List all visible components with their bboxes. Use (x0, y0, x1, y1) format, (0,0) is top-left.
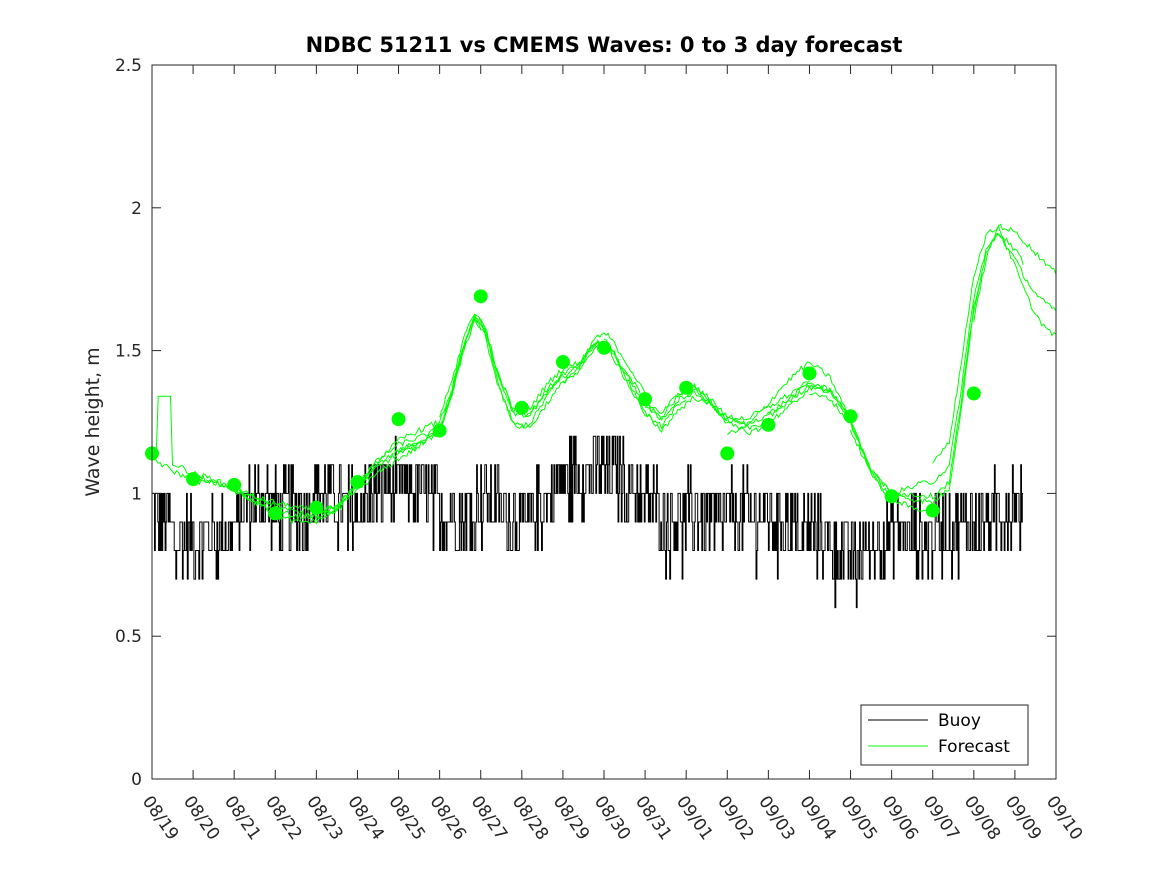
y-tick-label: 2.5 (115, 56, 142, 76)
legend-box (860, 704, 1029, 766)
forecast-marker (720, 446, 735, 461)
forecast-marker (514, 400, 529, 415)
forecast-markers (145, 289, 981, 521)
y-tick-label: 1 (131, 484, 142, 504)
forecast-run-line (973, 223, 1056, 323)
forecast-series (152, 223, 1056, 525)
y-tick-label: 0 (131, 770, 142, 790)
forecast-marker (638, 392, 653, 407)
forecast-marker (597, 340, 611, 355)
y-axis: 0 0.5 1 1.5 2 2.5 (115, 56, 1056, 790)
forecast-run-line (152, 395, 276, 512)
forecast-marker (843, 409, 858, 424)
forecast-run-line (316, 316, 523, 514)
forecast-marker (309, 500, 324, 515)
forecast-run-line (644, 382, 851, 431)
forecast-marker (802, 366, 817, 381)
legend-forecast-label: Forecast (938, 737, 1010, 757)
forecast-marker (227, 477, 242, 492)
forecast-marker (186, 472, 201, 487)
chart-title: NDBC 51211 vs CMEMS Waves: 0 to 3 day fo… (306, 33, 903, 57)
y-tick-label: 2 (131, 199, 142, 219)
forecast-marker (679, 380, 694, 395)
buoy-series (152, 435, 1024, 609)
forecast-run-line (686, 382, 892, 502)
forecast-marker (391, 412, 406, 427)
legend: Buoy Forecast (860, 704, 1029, 766)
forecast-marker (473, 289, 488, 304)
y-axis-label: Wave height, m (82, 347, 104, 496)
plot-area (152, 65, 1056, 779)
buoy-line (152, 435, 1024, 609)
forecast-run-line (521, 339, 728, 422)
forecast-run-line (932, 225, 1056, 464)
forecast-run-line (439, 313, 646, 429)
forecast-marker (268, 506, 283, 521)
forecast-run-line (357, 315, 564, 490)
forecast-marker (925, 503, 940, 518)
legend-buoy-label: Buoy (938, 711, 981, 731)
forecast-run-line (891, 233, 1056, 497)
forecast-run-line (726, 361, 851, 436)
forecast-marker (555, 355, 570, 370)
forecast-marker (761, 417, 776, 432)
forecast-marker (884, 489, 899, 504)
forecast-marker (966, 386, 981, 401)
y-tick-label: 0.5 (115, 627, 142, 647)
y-tick-label: 1.5 (115, 342, 142, 362)
forecast-marker (432, 423, 447, 438)
forecast-marker (350, 474, 365, 489)
